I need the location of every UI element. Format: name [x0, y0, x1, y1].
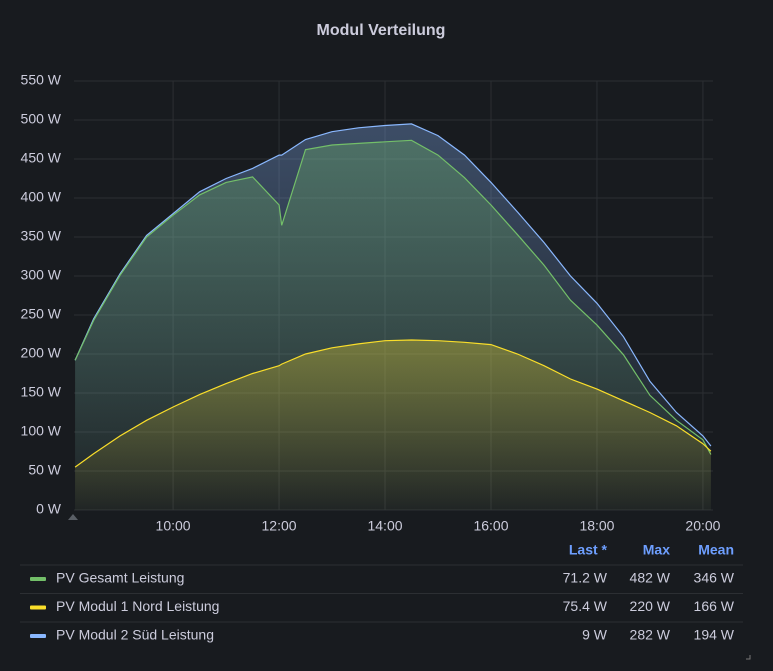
legend-column-header: Mean [698, 542, 734, 558]
line [74, 139, 712, 455]
y-tick-label: 200 W [21, 345, 62, 361]
legend-value: 75.4 W [563, 598, 608, 614]
legend-value: 282 W [630, 627, 671, 643]
x-tick-label: 16:00 [473, 518, 508, 534]
x-tick-label: 10:00 [156, 518, 191, 534]
legend-value: 71.2 W [563, 570, 608, 586]
y-tick-label: 0 W [36, 501, 62, 517]
y-tick-label: 50 W [28, 462, 61, 478]
y-tick-label: 350 W [21, 228, 62, 244]
legend-column-header: Last * [569, 542, 608, 558]
legend-value: 194 W [694, 627, 735, 643]
legend-swatch [30, 634, 46, 638]
y-tick-label: 100 W [21, 423, 62, 439]
x-tick-label: 18:00 [579, 518, 614, 534]
y-tick-label: 250 W [21, 306, 62, 322]
resize-handle[interactable] [746, 655, 751, 660]
area [75, 340, 711, 510]
x-tick-label: 12:00 [262, 518, 297, 534]
x-tick-label: 20:00 [685, 518, 720, 534]
y-tick-label: 550 W [21, 72, 62, 88]
line [74, 339, 712, 468]
line [74, 123, 712, 447]
y-tick-label: 500 W [21, 111, 62, 127]
legend-value: 166 W [694, 598, 735, 614]
chart-title: Modul Verteilung [317, 22, 446, 39]
legend-swatch [30, 605, 46, 610]
y-tick-label: 150 W [21, 384, 62, 400]
legend-value: 346 W [694, 570, 735, 586]
legend-value: 9 W [582, 627, 608, 643]
legend-value: 220 W [630, 598, 671, 614]
annotation-marker [68, 514, 78, 520]
legend-label: PV Modul 2 Süd Leistung [56, 627, 214, 643]
y-tick-label: 400 W [21, 189, 62, 205]
x-tick-label: 14:00 [367, 518, 402, 534]
y-tick-label: 300 W [21, 267, 62, 283]
legend-label: PV Modul 1 Nord Leistung [56, 598, 219, 614]
legend-column-header: Max [643, 542, 670, 558]
legend-label: PV Gesamt Leistung [56, 570, 184, 586]
legend-value: 482 W [630, 570, 671, 586]
y-tick-label: 450 W [21, 150, 62, 166]
legend-swatch [30, 577, 46, 581]
